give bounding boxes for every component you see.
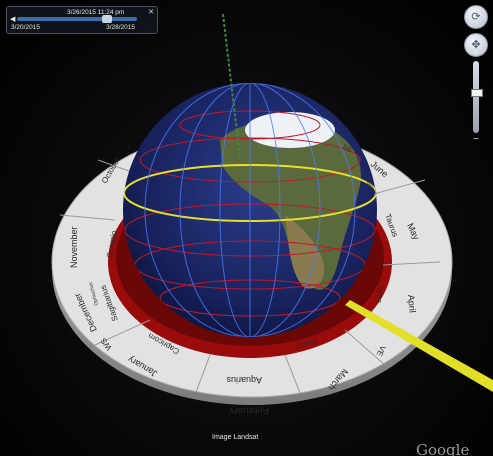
- google-earth-logo: Google earth: [416, 441, 470, 456]
- time-slider-thumb[interactable]: [102, 15, 112, 23]
- end-date-label: 3/28/2015: [106, 24, 135, 31]
- current-time-label: 3/26/2015 11:24 pm: [67, 9, 125, 16]
- time-slider[interactable]: 3/26/2015 11:24 pm ✕ ◀ 3/20/2015 3/28/20…: [6, 6, 158, 34]
- earth-axis: [222, 13, 241, 159]
- zoom-in-button[interactable]: +: [473, 48, 479, 59]
- zodiac-label: Aquarius: [226, 375, 262, 385]
- month-label: April: [406, 294, 418, 313]
- move-icon[interactable]: ✥: [464, 33, 488, 57]
- zoom-out-button[interactable]: −: [473, 134, 479, 145]
- zodiac-label: Aries: [374, 285, 385, 304]
- time-slider-track[interactable]: [17, 17, 137, 21]
- ring-dividers: [59, 159, 441, 394]
- marker-label: SS: [341, 144, 353, 155]
- month-label: February: [229, 404, 269, 416]
- start-date-label: 3/20/2015: [11, 24, 40, 31]
- sun-ray: [345, 300, 493, 392]
- navigation-controls: ⟳ ✥ + −: [463, 5, 489, 145]
- close-icon[interactable]: ✕: [148, 9, 154, 16]
- look-around-icon[interactable]: ⟳: [464, 5, 488, 29]
- step-back-icon[interactable]: ◀: [10, 16, 16, 23]
- marker-label: VE: [375, 344, 388, 357]
- zoom-knob[interactable]: [471, 88, 483, 97]
- zoom-slider[interactable]: + −: [471, 48, 483, 145]
- imagery-credit: Image Landsat: [212, 434, 259, 441]
- month-label: November: [69, 226, 79, 268]
